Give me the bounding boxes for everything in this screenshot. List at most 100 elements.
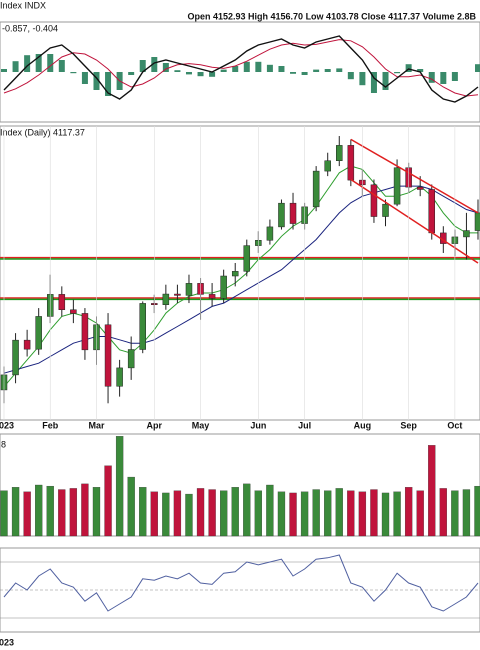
macd-histogram-bar [197,72,204,77]
macd-histogram-bar [475,64,480,72]
volume-bar [185,493,193,537]
trend-line [350,178,479,264]
candle-body [116,367,123,387]
macd-histogram-bar [12,61,19,72]
candle-body [127,349,135,369]
macd-histogram-bar [266,64,273,72]
macd-histogram-bar [394,72,401,74]
candle-body [35,316,42,350]
volume-bar [324,490,332,537]
candle-body [58,294,66,310]
macd-histogram-bar [359,72,366,86]
candle-body [220,275,227,299]
chart-title: Index (Daily) 4117.37 [0,127,85,137]
volume-bar [381,492,390,537]
candle-body [278,202,285,228]
volume-bar [335,488,343,537]
macd-histogram-bar [451,72,458,81]
macd-histogram-bar [417,69,424,72]
macd-histogram-bar [405,64,412,72]
candle-body [208,294,216,299]
macd-histogram-bar [336,68,343,72]
macd-label: -0.857, -0.404 [2,23,58,33]
candle-body [463,230,470,238]
volume-bar [81,483,89,537]
x-tick-label: Jul [298,420,311,430]
candle-body [185,283,193,296]
volume-bar [462,489,471,537]
macd-histogram-bar [162,63,169,72]
candle-body [12,339,19,376]
volume-bar [231,487,239,537]
x-tick-label: Aug [354,420,372,430]
candle-body [393,167,401,205]
macd-histogram-bar [70,72,77,74]
candle-body [289,202,297,224]
macd-histogram-bar [243,61,250,72]
volume-tick-label: 8 [1,440,6,450]
volume-bar [58,489,66,537]
macd-histogram-bar [81,72,88,84]
candle-body [370,184,378,217]
candle-body [81,313,89,351]
volume-bar [416,490,424,537]
volume-bar [358,491,367,537]
macd-histogram-bar [128,72,135,75]
quote: Open 4152.93 High 4156.70 Low 4103.78 Cl… [188,11,477,21]
volume-bar [254,490,262,537]
volume-bar [23,491,31,537]
volume-bar [404,487,413,537]
candle-body [324,160,331,172]
macd-histogram-bar [209,72,216,77]
volume-bar [104,465,112,537]
macd-histogram-bar [347,72,354,80]
macd-histogram-bar [428,72,435,83]
candle-body [231,271,239,277]
candle-body [70,309,77,314]
candle-body [336,145,343,161]
volume-bar [347,490,355,537]
macd-histogram-bar [324,69,331,72]
macd-histogram-bar [1,69,7,72]
volume-bar [46,485,54,537]
x-tick-label-bottom: 2023 [0,637,14,647]
volume-bar [11,487,20,537]
candle-body [266,226,274,241]
volume-bar [35,484,43,537]
macd-histogram-bar [290,72,297,74]
volume-bar [300,491,309,537]
x-tick-label: Mar [88,420,105,430]
trend-line [350,138,479,214]
macd-histogram-bar [255,61,262,72]
macd-histogram-bar [139,60,146,72]
symbol-label: Index INDX [0,0,46,10]
macd-histogram-bar [185,72,192,75]
x-tick-label: Jun [250,420,266,430]
x-tick-label: Apr [147,420,163,430]
volume-bar [266,484,274,537]
volume-bar [439,488,447,537]
candle-body [416,186,424,190]
volume-bar [393,491,401,537]
candle-body [312,170,320,208]
x-tick-label: Oct [447,420,462,430]
candle-body [174,293,181,296]
macd-histogram-bar [232,66,239,72]
x-tick-label: May [192,420,210,430]
macd-histogram-bar [382,72,389,90]
volume-bar [69,488,78,537]
volume-bar [428,445,436,537]
macd-histogram-bar [93,72,100,90]
macd-line [3,35,479,103]
macd-histogram-bar [47,54,54,72]
volume-bar [277,491,286,537]
x-tick-label: 2023 [0,420,14,430]
volume-bar [196,488,205,537]
macd-histogram-bar [24,55,31,72]
macd-histogram-bar [151,57,158,72]
candle-body [139,303,146,350]
volume-bar [220,490,228,537]
volume-bar [289,492,297,537]
candle-body [428,189,436,234]
